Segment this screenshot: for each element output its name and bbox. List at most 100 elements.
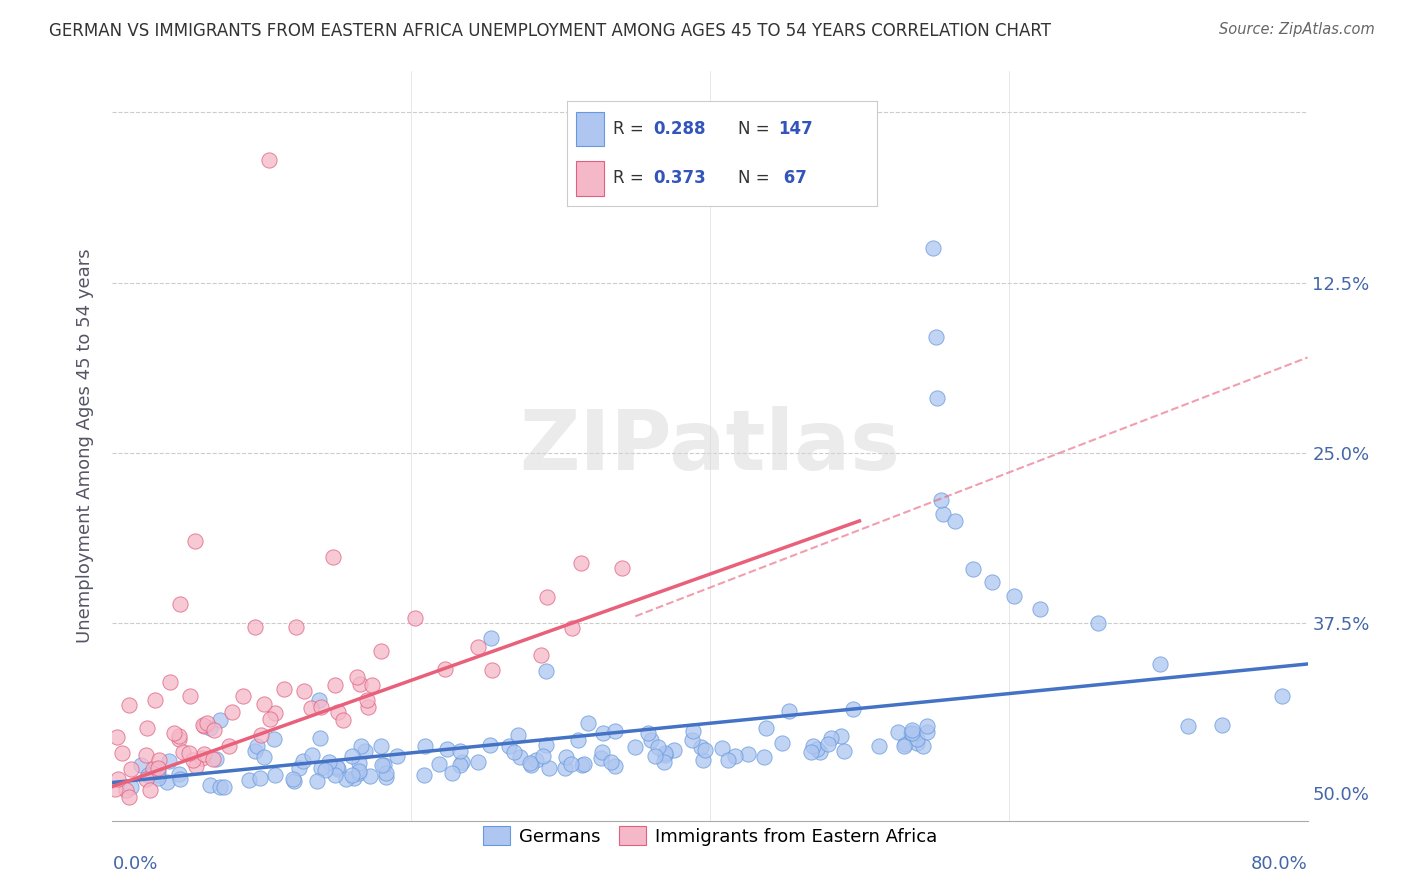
Point [567, 733, 589, 747]
Point [893, 739, 915, 753]
Point [135, 721, 157, 735]
Point [375, 766, 398, 780]
Point [689, 740, 711, 755]
Point [537, 761, 560, 775]
Point [356, 693, 378, 707]
Point [572, 756, 595, 771]
Point [349, 676, 371, 690]
Point [520, 757, 543, 772]
Point [146, 764, 169, 779]
Point [318, 755, 340, 769]
Point [894, 737, 917, 751]
Point [107, 772, 129, 786]
Point [571, 557, 593, 571]
Point [167, 732, 190, 747]
Point [204, 723, 226, 738]
Point [105, 731, 128, 745]
Text: ZIPatlas: ZIPatlas [520, 406, 900, 486]
Point [467, 755, 489, 769]
Point [927, 392, 949, 406]
Point [343, 771, 366, 785]
Point [436, 742, 458, 756]
Point [350, 739, 373, 753]
Point [1087, 616, 1109, 631]
Point [347, 756, 370, 771]
Point [321, 549, 343, 564]
Point [554, 761, 576, 775]
Point [479, 738, 502, 752]
Point [1211, 717, 1233, 731]
Point [357, 700, 380, 714]
Point [901, 726, 924, 740]
Point [253, 697, 276, 711]
Point [943, 514, 966, 528]
Point [146, 767, 169, 781]
Point [605, 723, 627, 738]
Point [159, 674, 181, 689]
Point [717, 753, 740, 767]
Point [309, 731, 332, 745]
Point [249, 771, 271, 785]
Point [305, 774, 328, 789]
Point [479, 631, 502, 645]
Point [209, 713, 232, 727]
Point [193, 719, 215, 733]
Point [770, 736, 793, 750]
Point [209, 780, 232, 794]
Point [441, 765, 464, 780]
Point [169, 772, 191, 786]
Point [285, 620, 308, 634]
Point [498, 739, 520, 753]
Point [1029, 602, 1052, 616]
Point [915, 718, 938, 732]
Point [640, 733, 662, 747]
Point [349, 766, 371, 780]
Point [181, 753, 204, 767]
Point [359, 769, 381, 783]
Point [283, 773, 305, 788]
Point [526, 753, 548, 767]
Point [243, 620, 266, 634]
Point [309, 700, 332, 714]
Point [135, 772, 157, 786]
Point [817, 737, 839, 751]
Point [451, 756, 474, 770]
Point [291, 754, 314, 768]
Point [135, 748, 157, 763]
Point [589, 750, 612, 764]
Point [250, 728, 273, 742]
Point [555, 749, 578, 764]
Legend: Germans, Immigrants from Eastern Africa: Germans, Immigrants from Eastern Africa [475, 819, 945, 853]
Point [654, 746, 676, 760]
Point [232, 689, 254, 703]
Point [801, 739, 824, 753]
Point [129, 758, 152, 772]
Point [273, 681, 295, 696]
Point [449, 758, 471, 772]
Point [561, 621, 583, 635]
Point [1177, 719, 1199, 733]
Point [404, 611, 426, 625]
Point [195, 715, 218, 730]
Point [682, 724, 704, 739]
Point [221, 705, 243, 719]
Point [143, 693, 166, 707]
Point [191, 718, 214, 732]
Point [184, 759, 207, 773]
Point [752, 750, 775, 764]
Point [737, 747, 759, 761]
Point [193, 747, 215, 761]
Point [1002, 589, 1025, 603]
Point [332, 713, 354, 727]
Point [146, 761, 169, 775]
Point [925, 330, 948, 344]
Text: Source: ZipAtlas.com: Source: ZipAtlas.com [1219, 22, 1375, 37]
Point [146, 771, 169, 785]
Point [118, 789, 141, 804]
Point [681, 732, 703, 747]
Point [326, 759, 349, 773]
Point [433, 662, 456, 676]
Point [915, 725, 938, 739]
Point [179, 689, 201, 703]
Point [361, 678, 384, 692]
